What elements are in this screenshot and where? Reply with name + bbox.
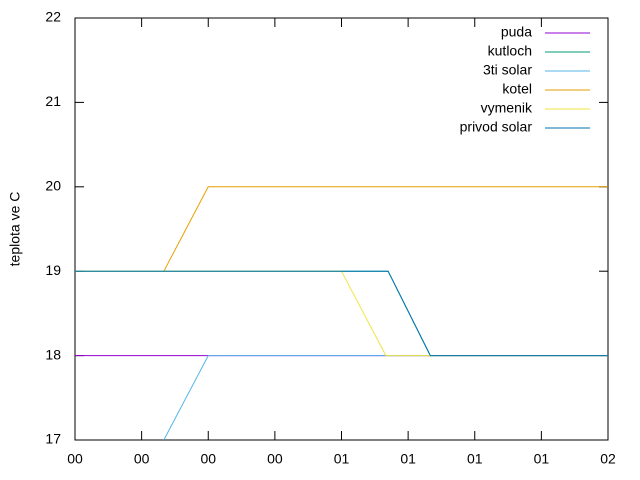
series-line	[75, 270, 608, 357]
y-tick-label: 20	[45, 178, 61, 194]
x-tick-label: 02	[600, 451, 616, 467]
x-tick-label: 00	[67, 451, 83, 467]
x-tick-label: 01	[534, 451, 550, 467]
legend-label: kutloch	[488, 43, 532, 59]
series-line	[75, 270, 608, 357]
legend-label: 3ti solar	[483, 62, 532, 78]
y-tick-label: 18	[45, 346, 61, 362]
series-line	[163, 186, 608, 272]
legend-label: kotel	[502, 81, 532, 97]
legend-label: puda	[501, 24, 532, 40]
x-tick-label: 01	[400, 451, 416, 467]
x-tick-label: 01	[334, 451, 350, 467]
legend-label: vymenik	[481, 100, 533, 116]
y-tick-label: 19	[45, 262, 61, 278]
x-tick-label: 00	[134, 451, 150, 467]
x-tick-label: 00	[200, 451, 216, 467]
series-line	[163, 355, 608, 441]
y-tick-label: 17	[45, 431, 61, 447]
y-tick-label: 22	[45, 9, 61, 25]
y-tick-label: 21	[45, 93, 61, 109]
series-line	[75, 270, 608, 357]
x-tick-label: 00	[267, 451, 283, 467]
y-axis-label: teplota ve C	[7, 192, 23, 267]
x-tick-label: 01	[467, 451, 483, 467]
legend-label: privod solar	[460, 119, 533, 135]
